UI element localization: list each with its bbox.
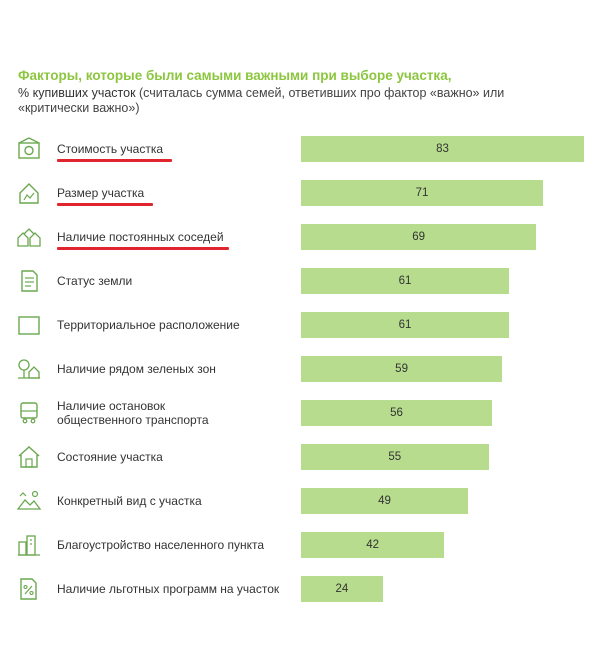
category-label: Наличие остановок общественного транспор… [57, 398, 209, 428]
subtitle-rest: (считалась сумма семей, ответивших про ф… [18, 86, 505, 115]
category-label: Территориальное расположение [57, 317, 240, 332]
category-label: Статус земли [57, 273, 133, 288]
bar [301, 136, 584, 162]
bar-value-label: 42 [366, 539, 379, 551]
bar [301, 576, 383, 602]
bar [301, 180, 544, 206]
area-house-icon [16, 180, 42, 206]
money-house-icon [16, 136, 42, 162]
bar [301, 444, 489, 470]
discount-document-icon [16, 576, 42, 602]
category-label: Конкретный вид с участка [57, 493, 202, 508]
bar [301, 488, 469, 514]
bar-value-label: 61 [398, 319, 412, 331]
bar [301, 268, 509, 294]
neighbors-icon [16, 224, 42, 250]
bar-value-label: 69 [412, 231, 426, 243]
category-label: Размер участка [57, 185, 145, 200]
town-icon [16, 532, 42, 558]
bar-value-label: 71 [415, 187, 429, 199]
bar-value-label: 24 [335, 583, 349, 595]
map-location-icon [16, 312, 42, 338]
bar-value-label: 56 [390, 407, 403, 419]
category-label: Состояние участка [57, 449, 163, 464]
bar [301, 400, 492, 426]
highlight-underline [57, 247, 229, 250]
page-subtitle: % купивших участок (считалась сумма семе… [18, 86, 538, 116]
document-icon [16, 268, 42, 294]
category-label: Наличие рядом зеленых зон [57, 361, 216, 376]
bar [301, 312, 509, 338]
landscape-view-icon [16, 488, 42, 514]
bar [301, 356, 503, 382]
bar-value-label: 83 [436, 143, 449, 155]
category-label: Наличие постоянных соседей [57, 229, 224, 244]
highlight-underline [57, 159, 173, 162]
subtitle-main: % купивших участок [18, 86, 136, 100]
category-label: Наличие льготных программ на участок [57, 581, 280, 596]
category-label: Стоимость участка [57, 141, 164, 156]
bar [301, 224, 537, 250]
page-title: Факторы, которые были самыми важными при… [18, 68, 452, 83]
house-check-icon [16, 444, 42, 470]
bus-stop-icon [16, 400, 42, 426]
bar-value-label: 49 [378, 495, 391, 507]
highlight-underline [57, 203, 154, 206]
category-label: Благоустройство населенного пункта [57, 537, 265, 552]
tree-house-icon [16, 356, 42, 382]
bar-value-label: 61 [398, 275, 412, 287]
bar-value-label: 55 [388, 451, 402, 463]
bar-value-label: 59 [395, 363, 408, 375]
bar [301, 532, 445, 558]
